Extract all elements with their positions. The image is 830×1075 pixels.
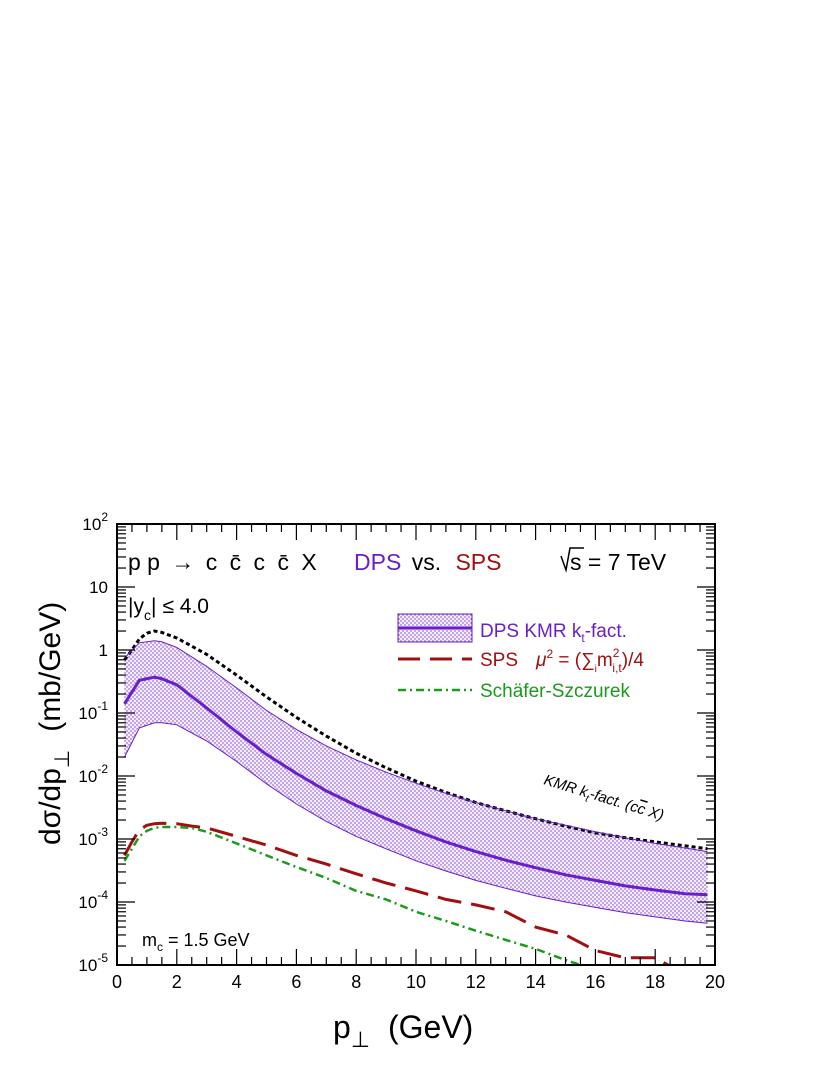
x-tick-label: 18 [645, 972, 665, 992]
energy-text: s = 7 TeV [570, 549, 667, 575]
legend-sps-label: SPS [480, 650, 518, 671]
legend-item-sps: SPS μ2 = (∑im2 i,t)/4 [398, 646, 644, 675]
x-tick-label: 16 [585, 972, 605, 992]
sps-word: SPS [455, 549, 501, 575]
y-tick-label: 10-3 [78, 825, 108, 849]
svg-text:|yc|≤ 4.0: |yc| ≤ 4.0 [128, 595, 209, 623]
rapidity-sub: c [144, 607, 151, 623]
series-dps-band-upper [124, 640, 708, 853]
x-tick-label: 10 [406, 972, 426, 992]
y-tick-label: 10 [89, 578, 108, 597]
product-cbar1: c̄ [230, 549, 242, 575]
legend-dps-sub: t [581, 631, 585, 645]
mass-m: m [142, 930, 157, 950]
y-tick-label: 10-1 [78, 699, 108, 723]
y-tick-label: 10-4 [78, 888, 108, 912]
dps-uncertainty-band [124, 640, 708, 924]
svg-text:p p → c c̄: p p → c c̄ c c̄ X [128, 549, 317, 575]
y-tick-label: 10-2 [78, 762, 108, 786]
x-tick-label: 14 [526, 972, 546, 992]
x-tick-label: 8 [351, 972, 361, 992]
rapidity-var: y [133, 595, 144, 618]
x-tick-label: 6 [291, 972, 301, 992]
product-cbar2: c̄ [277, 549, 289, 575]
svg-text:DPS KMR kt-fact.: DPS KMR kt-fact. [480, 621, 627, 645]
legend-item-schafer: Schäfer-Szczurek [398, 681, 630, 702]
legend-dps-label: DPS KMR k [480, 621, 582, 642]
y-axis-title: dσ/dp⊥ (mb/GeV) [34, 602, 74, 845]
svg-text:mc = 1.5 GeV: mc = 1.5 GeV [142, 930, 250, 954]
rapidity-cut: |yc| ≤ 4.0 [128, 595, 209, 623]
legend-sps-m-sup: 2 [613, 646, 620, 660]
mass-label: mc = 1.5 GeV [142, 930, 250, 954]
legend-sps-mu-sup: 2 [546, 647, 553, 661]
svg-text:DPS vs. SPS: DPS vs. SPS [354, 549, 502, 575]
legend-sps-mu: μ [535, 650, 547, 671]
mass-rest: = 1.5 GeV [163, 930, 250, 950]
x-title-sub: ⊥ [351, 1027, 370, 1052]
legend-ss-label: Schäfer-Szczurek [480, 681, 630, 702]
axis-ticks: 0 2 4 6 8 10 12 14 16 18 20 10-5 10-4 10-3 10-2 10-1 1 10… [78, 510, 725, 992]
kmr-annotation: KMR kt-fact. (cc X) [541, 772, 666, 828]
legend: DPS KMR kt-fact. SPS μ2 = (∑im2 i,t)/4 Sch… [397, 613, 644, 702]
svg-text:p⊥(GeV): p⊥ (GeV) [333, 1009, 473, 1052]
y-title-sub: ⊥ [51, 750, 74, 768]
process-arrow: → [171, 549, 194, 575]
x-axis-title: p⊥ (GeV) [333, 1009, 473, 1052]
dps-band-fill [124, 640, 708, 924]
rapidity-rel: ≤ 4.0 [162, 595, 209, 618]
svg-text:dσ/dp⊥(mb/GeV): dσ/dp⊥ (mb/GeV) [34, 602, 74, 845]
series-sch-fer-szczurek [123, 825, 581, 965]
x-tick-label: 12 [466, 972, 486, 992]
legend-sps-m: m [597, 650, 613, 671]
x-title-unit: (GeV) [388, 1009, 473, 1045]
product-c1: c [206, 549, 218, 575]
legend-item-dps: DPS KMR kt-fact. [397, 613, 627, 645]
dps-word: DPS [354, 549, 401, 575]
kmr-annot-tail: X) [643, 802, 666, 824]
y-title-unit: (mb/GeV) [34, 602, 67, 732]
mass-sub: c [157, 940, 163, 954]
vs-word: vs. [412, 549, 441, 575]
process-prefix: p p [128, 549, 160, 575]
x-tick-label: 20 [705, 972, 725, 992]
x-tick-label: 2 [172, 972, 182, 992]
y-tick-label: 102 [82, 510, 108, 534]
x-title-main: p [333, 1009, 351, 1045]
legend-sps-sum-sub: i [595, 664, 597, 675]
process-title: p p → c c̄ c c̄ X DPS vs. SPS [128, 549, 502, 575]
series-layer [123, 629, 708, 965]
series-sps-m-i-t-4 [123, 821, 672, 965]
series-kmr-kt-fact-cc-x [123, 629, 708, 851]
x-tick-label: 0 [112, 972, 122, 992]
legend-sps-m-sub: i,t [612, 661, 622, 675]
legend-sps-eq: = (∑ [553, 650, 595, 671]
x-tick-label: 4 [232, 972, 242, 992]
y-title-main: dσ/dp [34, 768, 67, 845]
kmr-annot-text: KMR k [542, 772, 591, 802]
kmr-annot-rest: -fact. (c [588, 786, 641, 817]
energy-label: s = 7 TeV [560, 547, 667, 575]
kmr-annot-sub: t [584, 793, 591, 805]
product-c2: c [254, 549, 266, 575]
legend-sps-tail: )/4 [622, 650, 645, 671]
svg-text:KMR kt-fact. (cc X): KMR kt-fact. (cc X) [541, 772, 666, 828]
product-x: X [301, 549, 316, 575]
series-dps-band-lower [124, 722, 708, 924]
legend-dps-rest: -fact. [585, 621, 627, 642]
series-dps-kmr-kt-fact-central [123, 675, 708, 897]
y-tick-label: 10-5 [78, 951, 108, 975]
y-tick-label: 1 [99, 641, 108, 660]
